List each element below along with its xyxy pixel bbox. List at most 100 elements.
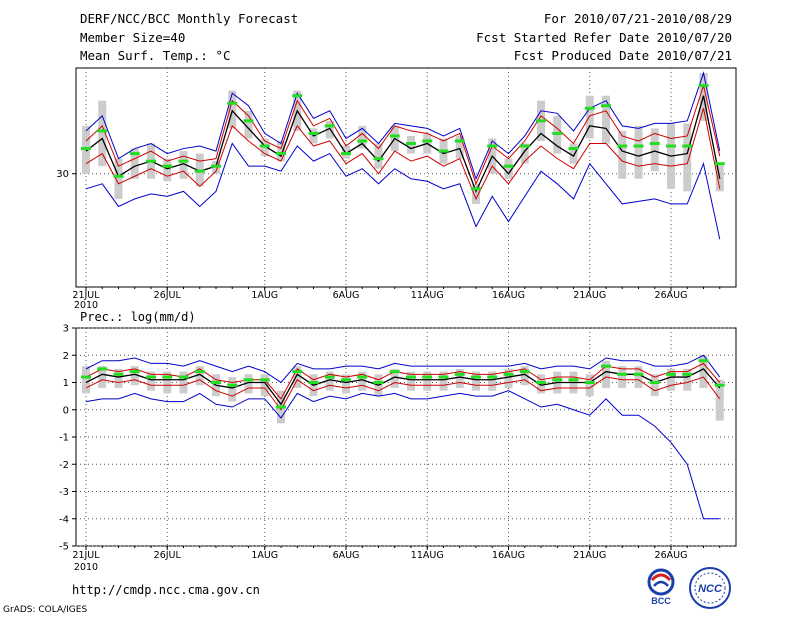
precip-panel-title: Prec.: log(mm/d) <box>80 310 196 324</box>
forecast-produced-date: Fcst Produced Date 2010/07/21 <box>513 48 732 63</box>
y-tick-label: -1 <box>59 433 69 444</box>
y-tick-label: -4 <box>59 514 69 525</box>
x-tick-label: 1AUG <box>251 550 278 561</box>
spread-box <box>634 125 643 179</box>
spread-box <box>472 371 480 391</box>
spread-box <box>277 141 285 162</box>
forecast-period: For 2010/07/21-2010/08/29 <box>543 11 732 26</box>
x-tick-label: 16AUG <box>492 290 525 301</box>
x-year-label: 2010 <box>74 300 98 311</box>
spread-box <box>98 366 107 388</box>
series-mean-line <box>85 368 721 406</box>
spread-box <box>618 130 627 179</box>
y-tick-label: 1 <box>63 378 69 389</box>
spread-box <box>163 158 172 182</box>
series-mean-plus-line <box>85 83 721 186</box>
spread-box <box>585 95 594 139</box>
y-tick-label: -3 <box>59 487 69 498</box>
forecast-start-date: Fcst Started Refer Date 2010/07/20 <box>476 30 732 45</box>
spread-box <box>358 125 367 149</box>
series-maximum-line <box>85 354 721 384</box>
series-minimum-line <box>85 142 721 240</box>
x-year-label: 2010 <box>74 562 98 573</box>
spread-box <box>228 90 237 129</box>
spread-box <box>683 123 692 192</box>
spread-box <box>244 374 253 394</box>
y-tick-label: 2 <box>63 351 69 362</box>
spread-box <box>114 368 123 388</box>
grads-credit: GrADS: COLA/IGES <box>3 605 88 615</box>
spread-box <box>374 143 383 169</box>
spread-box <box>293 366 302 388</box>
spread-box <box>98 100 107 167</box>
series-mean-minus-line <box>85 108 721 201</box>
member-size: Member Size=40 <box>80 30 186 45</box>
y-tick-label: -2 <box>59 460 69 471</box>
spread-box <box>455 368 464 388</box>
series-mean-line <box>85 95 721 194</box>
spread-box <box>325 371 334 391</box>
spread-box <box>325 120 334 139</box>
spread-box <box>488 371 497 391</box>
y-tick-label: 30 <box>56 169 69 180</box>
x-tick-label: 26AUG <box>655 550 688 561</box>
variable-label: Mean Surf. Temp.: °C <box>80 48 231 63</box>
spread-box <box>130 148 139 179</box>
spread-box <box>634 366 643 388</box>
x-tick-label: 26AUG <box>655 290 688 301</box>
x-tick-label: 21AUG <box>573 550 606 561</box>
spread-box <box>602 360 610 388</box>
y-tick-label: 0 <box>63 405 69 416</box>
spread-box <box>472 183 480 204</box>
spread-box <box>520 366 529 386</box>
spread-box <box>179 151 188 179</box>
spread-box <box>618 366 627 388</box>
x-tick-label: 11AUG <box>411 290 444 301</box>
x-tick-label: 26JUL <box>154 550 182 561</box>
x-tick-label: 6AUG <box>333 550 360 561</box>
x-tick-label: 1AUG <box>251 290 278 301</box>
spread-box <box>602 95 610 144</box>
spread-box <box>699 355 708 388</box>
x-tick-label: 11AUG <box>411 550 444 561</box>
x-tick-label: 6AUG <box>333 290 360 301</box>
website-url[interactable]: http://cmdp.ncc.cma.gov.cn <box>72 583 260 597</box>
spread-box <box>439 371 448 391</box>
spread-box <box>650 374 659 397</box>
y-tick-label: 3 <box>63 324 69 335</box>
series-maximum-line <box>85 71 721 181</box>
bcc-logo-text: BCC <box>651 596 671 606</box>
x-tick-label: 21JUL <box>72 290 100 301</box>
spread-box <box>244 110 253 139</box>
series-mean-minus-line <box>85 376 721 411</box>
spread-box <box>82 366 90 394</box>
spread-box <box>715 379 724 421</box>
x-tick-label: 26JUL <box>154 290 182 301</box>
y-tick-label: -5 <box>59 542 69 553</box>
series-mean-plus-line <box>85 362 721 400</box>
plot-frame <box>75 67 737 288</box>
spread-box <box>407 371 415 391</box>
spread-box <box>455 135 464 159</box>
ncc-logo-text: NCC <box>698 583 723 595</box>
spread-box <box>147 371 155 391</box>
x-tick-label: 21AUG <box>573 290 606 301</box>
spread-box <box>504 158 513 179</box>
spread-box <box>504 368 513 388</box>
spread-box <box>585 374 594 397</box>
bcc-logo: BCC <box>647 568 675 606</box>
spread-box <box>569 143 578 164</box>
spread-box <box>650 128 659 172</box>
panel-temperature: 21JUL 26JUL 1AUG 6AUG 11AUG 16AUG 21AUG 26AUG 20… <box>56 67 737 311</box>
spread-box <box>342 374 350 394</box>
spread-box <box>228 377 237 402</box>
panel-precipitation: 21JUL 26JUL 1AUG 6AUG 11AUG 16AUG 21AUG 26AUG20… <box>59 310 737 573</box>
spread-box <box>358 371 367 391</box>
spread-box <box>260 374 269 397</box>
spread-box <box>195 366 204 386</box>
chart-title: DERF/NCC/BCC Monthly Forecast <box>80 11 299 26</box>
series-minimum-line <box>85 390 720 520</box>
spread-box <box>520 143 529 164</box>
spread-box <box>130 366 139 386</box>
